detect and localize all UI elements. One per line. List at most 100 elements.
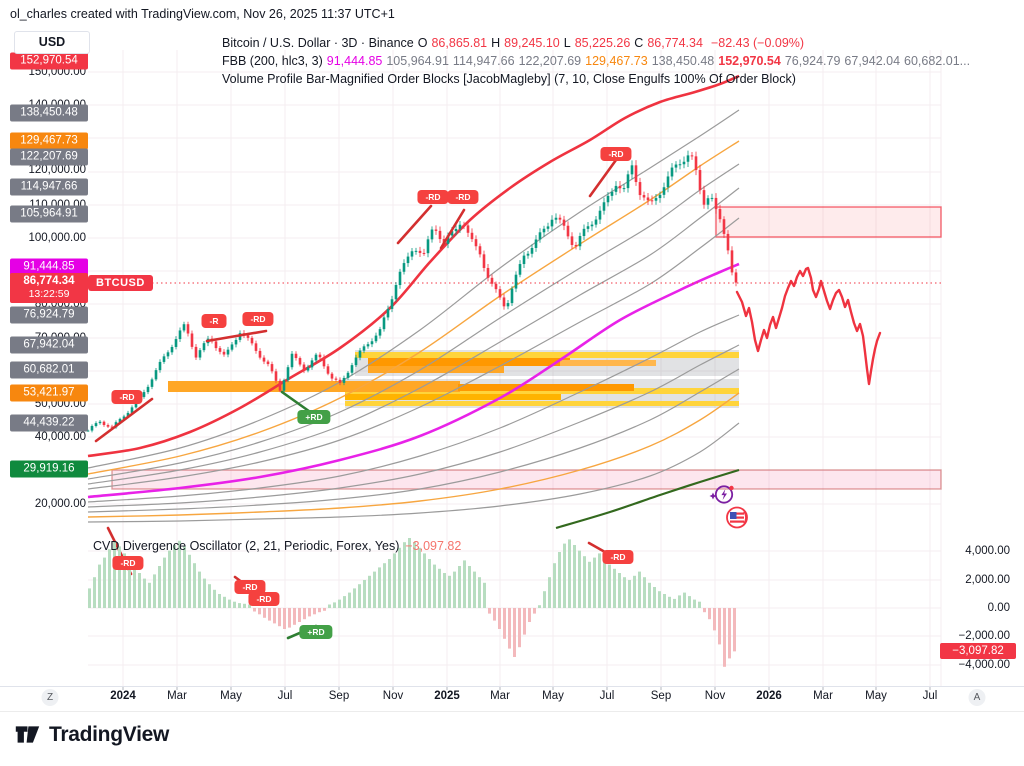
- divergence-marker: -RD: [111, 390, 143, 404]
- fbb-band-value: 60,682.01...: [904, 54, 971, 68]
- fbb-band-value: 67,942.04: [844, 54, 901, 68]
- time-axis-label: Mar: [167, 690, 187, 702]
- us-flag-icon[interactable]: [725, 506, 749, 535]
- time-axis-label: 2025: [434, 690, 460, 702]
- time-axis-label: Mar: [490, 690, 510, 702]
- time-axis-label: Mar: [813, 690, 833, 702]
- divergence-marker: +RD: [297, 410, 331, 424]
- time-axis-label: 2026: [756, 690, 782, 702]
- price-axis-badge: 67,942.04: [10, 336, 88, 354]
- price-axis-badge: 138,450.48: [10, 104, 88, 122]
- fbb-indicator-name: FBB (200, hlc3, 3): [222, 54, 323, 68]
- ohlc-value: 86,774.34: [647, 36, 703, 50]
- ohlc-label: O: [417, 36, 428, 50]
- symbol-flag-label: BTCUSD: [88, 275, 153, 291]
- legend-volume-profile-row[interactable]: Volume Profile Bar-Magnified Order Block…: [222, 72, 796, 86]
- time-axis-separator-bottom: [0, 711, 1024, 712]
- price-axis-badge: 44,439.22: [10, 414, 88, 432]
- fbb-red-152970: [87, 74, 740, 458]
- ohlc-label: C: [634, 36, 644, 50]
- fbb-orange-129467: [87, 140, 740, 475]
- fbb-band-value: 91,444.85: [326, 54, 383, 68]
- fbb-gray-114947: [87, 187, 740, 485]
- change-value: −82.43 (−0.09%): [710, 36, 805, 50]
- price-axis-badge: 76,924.79: [10, 306, 88, 324]
- time-axis-label: 2024: [110, 690, 136, 702]
- price-axis-badge: 114,947.66: [10, 178, 88, 196]
- price-axis-badge: 105,964.91: [10, 205, 88, 223]
- ohlc-label: H: [491, 36, 501, 50]
- symbol-title: Bitcoin / U.S. Dollar · 3D · Binance: [222, 36, 414, 50]
- legend-fbb-row[interactable]: FBB (200, hlc3, 3) 91,444.85 105,964.91 114…: [222, 54, 978, 68]
- price-axis-badge: 91,444.85: [10, 258, 88, 276]
- divergence-marker: -RD: [447, 190, 479, 204]
- fbb-orange-53421: [87, 392, 740, 518]
- time-axis-label: May: [865, 690, 887, 702]
- fbb-band-value: 76,924.79: [784, 54, 841, 68]
- price-axis-badge: 152,970.54: [10, 52, 88, 70]
- bar-countdown: 13:22:59: [28, 288, 70, 300]
- fbb-gray-44439: [87, 422, 740, 523]
- tradingview-logo[interactable]: TradingView: [14, 721, 169, 748]
- auto-scale-button[interactable]: A: [968, 689, 986, 706]
- fbb-gray-122207: [87, 163, 740, 480]
- legend-symbol-row[interactable]: Bitcoin / U.S. Dollar · 3D · Binance O 86,…: [222, 36, 808, 50]
- divergence-marker: -RD: [602, 550, 634, 564]
- price-axis-badge: 60,682.01: [10, 361, 88, 379]
- attribution-text: ol_charles created with TradingView.com,…: [10, 7, 395, 21]
- ohlc-value: 89,245.10: [504, 36, 560, 50]
- current-price-badge: 86,774.34 13:22:59: [10, 273, 88, 303]
- price-axis-label: 20,000.00: [34, 498, 86, 510]
- price-axis-label: 120,000.00: [28, 164, 86, 176]
- tradingview-logo-text: TradingView: [49, 722, 170, 746]
- ohlc-value: 86,865.81: [431, 36, 488, 50]
- fbb-band-value: 114,947.66: [452, 54, 515, 68]
- divergence-marker: -R: [201, 314, 227, 328]
- price-axis-badge: 129,467.73: [10, 132, 88, 150]
- fbb-gray-76924: [87, 314, 740, 503]
- timezone-button[interactable]: Z: [41, 689, 59, 706]
- price-axis-badge: 122,207.69: [10, 148, 88, 166]
- tradingview-logo-glyph: [15, 726, 40, 743]
- price-axis-label: 40,000.00: [34, 431, 86, 443]
- oscillator-legend[interactable]: CVD Divergence Oscillator (2, 21, Period…: [93, 539, 461, 553]
- fbb-band-value: 138,450.48: [651, 54, 715, 68]
- ohlc-label: L: [563, 36, 571, 50]
- fbb-magenta-91444: [87, 262, 740, 499]
- time-axis-label: Jul: [277, 690, 293, 702]
- time-axis-separator-top: [0, 686, 1024, 687]
- oscillator-axis-label: 4,000.00: [965, 545, 1010, 557]
- fbb-gray-105964: [87, 217, 740, 490]
- currency-toggle-button[interactable]: USD: [14, 31, 90, 54]
- fbb-gray-67942: [87, 344, 740, 508]
- price-axis-label: 100,000.00: [28, 232, 86, 244]
- divergence-marker: +RD: [299, 625, 333, 639]
- divergence-marker: -RD: [600, 147, 632, 161]
- oscillator-axis-label: 2,000.00: [965, 574, 1010, 586]
- current-price-value: 86,774.34: [23, 275, 75, 287]
- oscillator-value-badge: −3,097.82: [940, 643, 1016, 659]
- time-axis-label: Nov: [382, 690, 404, 702]
- divergence-marker: -RD: [248, 592, 280, 606]
- fbb-band-value: 152,970.54: [718, 54, 781, 68]
- oscillator-axis-label: 0.00: [987, 602, 1010, 614]
- divergence-marker: -RD: [242, 312, 274, 326]
- oscillator-axis-label: −2,000.00: [958, 630, 1010, 642]
- time-axis-label: Sep: [650, 690, 672, 702]
- fbb-gray-60682: [87, 368, 740, 513]
- time-axis-label: Nov: [704, 690, 726, 702]
- fbb-band-value: 105,964.91: [386, 54, 449, 68]
- divergence-marker: -RD: [112, 556, 144, 570]
- time-axis-label: Jul: [599, 690, 615, 702]
- fbb-band-value: 129,467.73: [585, 54, 648, 68]
- ohlc-value: 85,225.26: [574, 36, 631, 50]
- ai-lightning-icon[interactable]: [709, 483, 735, 512]
- oscillator-value: −3,097.82: [405, 539, 462, 553]
- fbb-gray-138450: [87, 109, 740, 469]
- price-axis-badge: 29,919.16: [10, 460, 88, 478]
- oscillator-axis-label: −4,000.00: [958, 659, 1010, 671]
- time-axis-label: Sep: [328, 690, 350, 702]
- price-axis-badge: 53,421.97: [10, 384, 88, 402]
